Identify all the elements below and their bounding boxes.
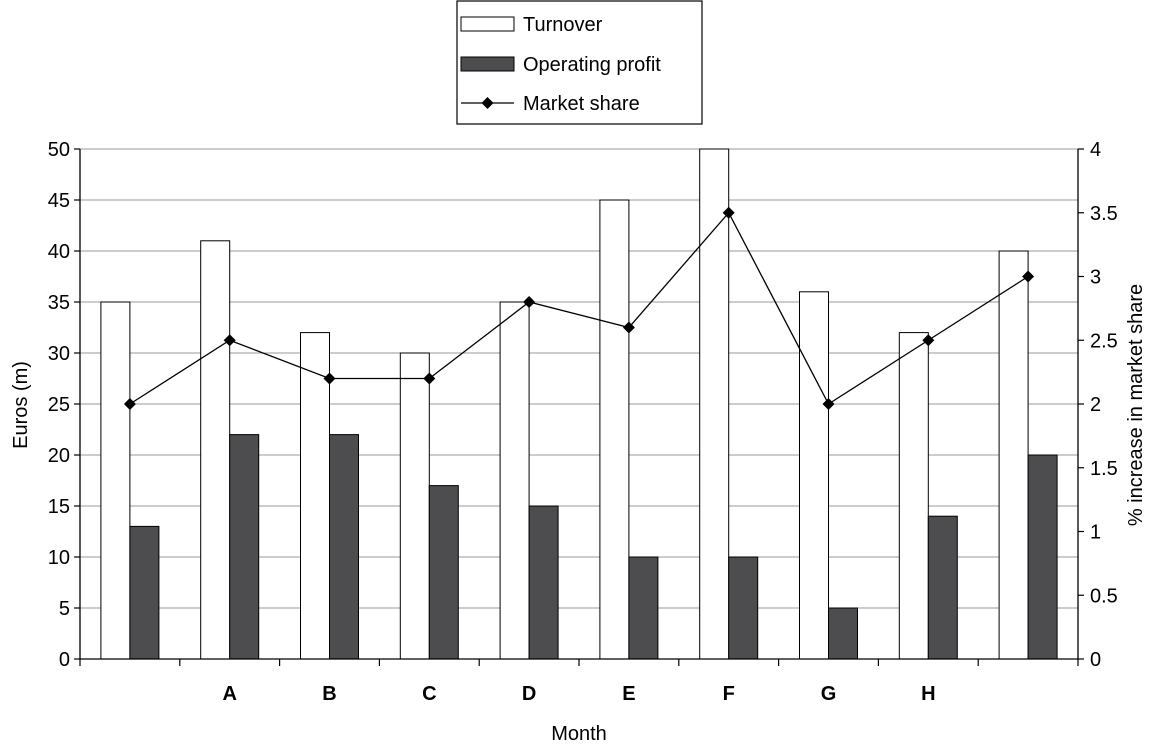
bar-turnover: [998, 250, 1029, 660]
y2-tick-label: 0: [1090, 649, 1101, 671]
y2-tick-label: 1.5: [1090, 458, 1118, 480]
market-share-line: [129, 211, 1029, 405]
y-tick-label: 45: [48, 190, 70, 212]
market-share-point: [622, 321, 635, 334]
y2-tick-label: 0.5: [1090, 585, 1118, 607]
bar-series: [100, 148, 1058, 660]
bar-operating-profit: [428, 485, 459, 660]
x-tick-label: B: [322, 683, 336, 705]
y2-tick-label: 2: [1090, 394, 1101, 416]
market-share-point: [822, 398, 835, 410]
market-share-point: [1022, 270, 1035, 283]
y-tick-label: 0: [59, 649, 70, 671]
bar-turnover: [300, 332, 330, 660]
y-tick-label: 20: [48, 445, 70, 467]
bar-operating-profit: [728, 556, 759, 660]
y-tick-label: 5: [59, 598, 70, 620]
market-share-point: [722, 206, 735, 219]
y2-tick-label: 3.5: [1090, 203, 1118, 225]
line-series: [123, 206, 1035, 410]
y2-tick-label: 4: [1090, 139, 1101, 161]
y-tick-label: 15: [48, 496, 70, 518]
market-share-point: [123, 398, 136, 410]
y2-tick-label: 1: [1090, 522, 1101, 544]
legend-label-turnover: Turnover: [523, 14, 603, 36]
y-tick-label: 10: [48, 547, 70, 569]
y-axis-label: Euros (m): [10, 361, 32, 449]
bar-turnover: [898, 332, 929, 660]
bar-turnover: [699, 148, 730, 660]
market-share-point: [922, 334, 935, 347]
bar-operating-profit: [927, 515, 958, 660]
x-tick-label: H: [921, 683, 935, 705]
bar-operating-profit: [528, 505, 559, 660]
bar-operating-profit: [129, 525, 160, 660]
legend-label-market-share: Market share: [523, 93, 640, 115]
legend: Turnover Operating profit Market share: [456, 0, 703, 125]
y-tick-label: 40: [48, 241, 70, 263]
bar-turnover: [100, 301, 131, 660]
legend-swatch-turnover: [460, 16, 515, 32]
x-tick-label: G: [821, 683, 837, 705]
bar-operating-profit: [828, 607, 858, 660]
bar-operating-profit: [1027, 454, 1058, 660]
y-tick-label: 50: [48, 139, 70, 161]
market-share-point: [223, 334, 236, 347]
legend-swatch-market-share-marker: [481, 97, 494, 109]
market-share-point: [323, 372, 336, 385]
x-tick-label: D: [522, 683, 536, 705]
legend-swatch-operating-profit: [460, 56, 515, 72]
bar-turnover: [200, 240, 231, 660]
x-tick-label: E: [622, 683, 635, 705]
market-share-point: [523, 296, 536, 308]
y2-tick-label: 2.5: [1090, 330, 1118, 352]
legend-label-operating-profit: Operating profit: [523, 54, 661, 76]
bar-turnover: [799, 291, 829, 660]
bar-turnover: [499, 301, 530, 660]
bar-operating-profit: [628, 556, 659, 660]
bar-operating-profit: [329, 434, 359, 660]
y-tick-label: 35: [48, 292, 70, 314]
x-tick-label: A: [222, 683, 236, 705]
bar-turnover: [599, 199, 630, 660]
bar-turnover: [399, 352, 430, 660]
market-share-point: [423, 372, 436, 385]
x-axis-label: Month: [551, 723, 607, 745]
y-tick-label: 25: [48, 394, 70, 416]
y2-tick-label: 3: [1090, 267, 1101, 289]
y2-axis-label: % increase in market share: [1125, 284, 1147, 526]
bar-operating-profit: [229, 434, 260, 660]
y-tick-label: 30: [48, 343, 70, 365]
x-tick-label: F: [723, 683, 735, 705]
axes: 0 5 10 15 20 25 30 35 40 45 50 0 0.5 1 1.5 2 2.5 3 3.5 4 A B C…: [48, 139, 1118, 705]
x-tick-label: C: [422, 683, 436, 705]
